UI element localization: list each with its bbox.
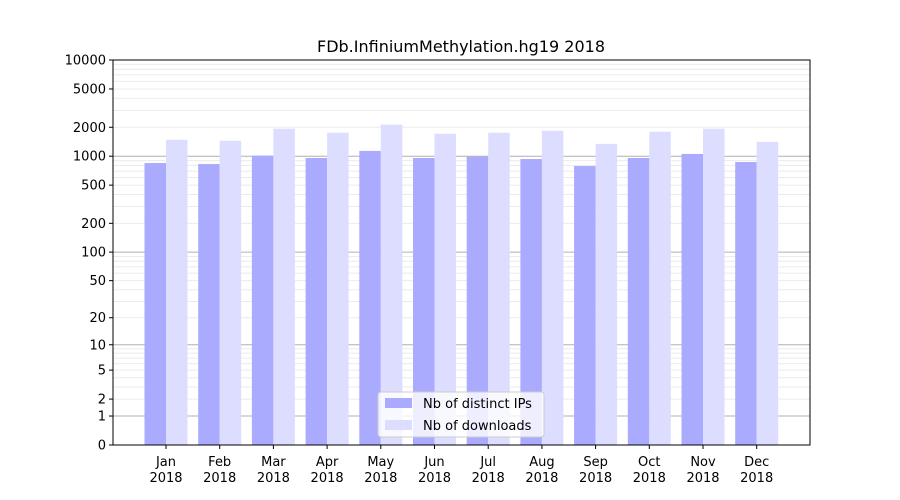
bar-distinct-ips	[251, 155, 274, 445]
x-tick-label: 2018	[525, 471, 558, 486]
bar-distinct-ips	[681, 153, 703, 445]
bar-distinct-ips	[466, 156, 489, 445]
x-tick-label: Jun	[423, 455, 444, 470]
x-tick-label: Dec	[744, 455, 769, 470]
bar-distinct-ips	[574, 166, 596, 446]
x-tick-label: 2018	[579, 471, 612, 486]
bar-downloads	[327, 132, 349, 446]
bar-distinct-ips	[144, 163, 166, 445]
x-tick-label: 2018	[364, 471, 397, 486]
bar-downloads	[434, 133, 456, 446]
x-axis: Jan2018Feb2018Mar2018Apr2018May2018Jun20…	[149, 445, 773, 486]
bar-distinct-ips	[735, 162, 757, 446]
y-tick-label: 20	[89, 311, 106, 326]
y-tick-label: 50	[89, 274, 106, 289]
y-tick-label: 2	[98, 393, 106, 408]
bar-downloads	[703, 128, 725, 445]
y-tick-label: 0	[98, 439, 106, 454]
y-tick-label: 5	[98, 364, 106, 379]
bar-downloads	[756, 141, 779, 445]
x-tick-label: Nov	[690, 455, 716, 470]
bar-downloads	[541, 130, 564, 445]
y-tick-label: 100	[81, 246, 106, 261]
bar-downloads	[166, 139, 188, 445]
bar-distinct-ips	[359, 150, 381, 445]
x-tick-label: Oct	[638, 455, 660, 470]
bar-downloads	[488, 132, 510, 446]
bar-downloads	[380, 124, 403, 445]
bar-downloads	[595, 143, 618, 445]
x-tick-label: Sep	[583, 455, 608, 470]
bar-distinct-ips	[520, 159, 542, 445]
x-tick-label: Mar	[261, 455, 286, 470]
x-tick-label: 2018	[686, 471, 719, 486]
x-tick-label: Feb	[208, 455, 231, 470]
y-tick-label: 500	[81, 179, 106, 194]
x-tick-label: Jan	[155, 455, 176, 470]
x-tick-label: May	[367, 455, 394, 470]
x-tick-label: 2018	[740, 471, 773, 486]
x-tick-label: 2018	[149, 471, 182, 486]
y-tick-label: 1000	[73, 150, 106, 165]
bar-distinct-ips	[627, 158, 650, 445]
y-tick-label: 10	[89, 338, 106, 353]
y-tick-label: 5000	[73, 82, 106, 97]
y-axis: 0 1 2 5 10 20 50 100 200 500 1000 2000 5000 10000	[65, 54, 113, 454]
legend: Nb of distinct IPs Nb of downloads	[377, 391, 545, 438]
x-tick-label: Jul	[479, 455, 496, 470]
y-tick-label: 10000	[65, 54, 106, 69]
bars	[144, 124, 779, 446]
x-tick-label: 2018	[311, 471, 344, 486]
x-tick-label: 2018	[633, 471, 666, 486]
legend-label-ips: Nb of distinct IPs	[423, 397, 532, 412]
chart-title: FDb.InfiniumMethylation.hg19 2018	[317, 37, 605, 56]
bar-downloads	[649, 131, 671, 445]
bar-distinct-ips	[305, 158, 328, 445]
x-tick-label: 2018	[418, 471, 451, 486]
legend-swatch-downloads	[385, 420, 412, 430]
y-tick-label: 2000	[73, 121, 106, 136]
legend-swatch-ips	[385, 398, 412, 408]
x-tick-label: 2018	[203, 471, 236, 486]
y-tick-label: 1	[98, 410, 106, 425]
bar-distinct-ips	[413, 158, 435, 445]
x-tick-label: 2018	[257, 471, 290, 486]
bar-downloads	[219, 140, 242, 445]
y-tick-label: 200	[81, 217, 106, 232]
x-tick-label: 2018	[472, 471, 505, 486]
bar-downloads	[273, 128, 295, 445]
bar-distinct-ips	[198, 164, 220, 445]
x-tick-label: Aug	[529, 455, 554, 470]
legend-label-downloads: Nb of downloads	[423, 419, 532, 434]
x-tick-label: Apr	[316, 455, 339, 470]
